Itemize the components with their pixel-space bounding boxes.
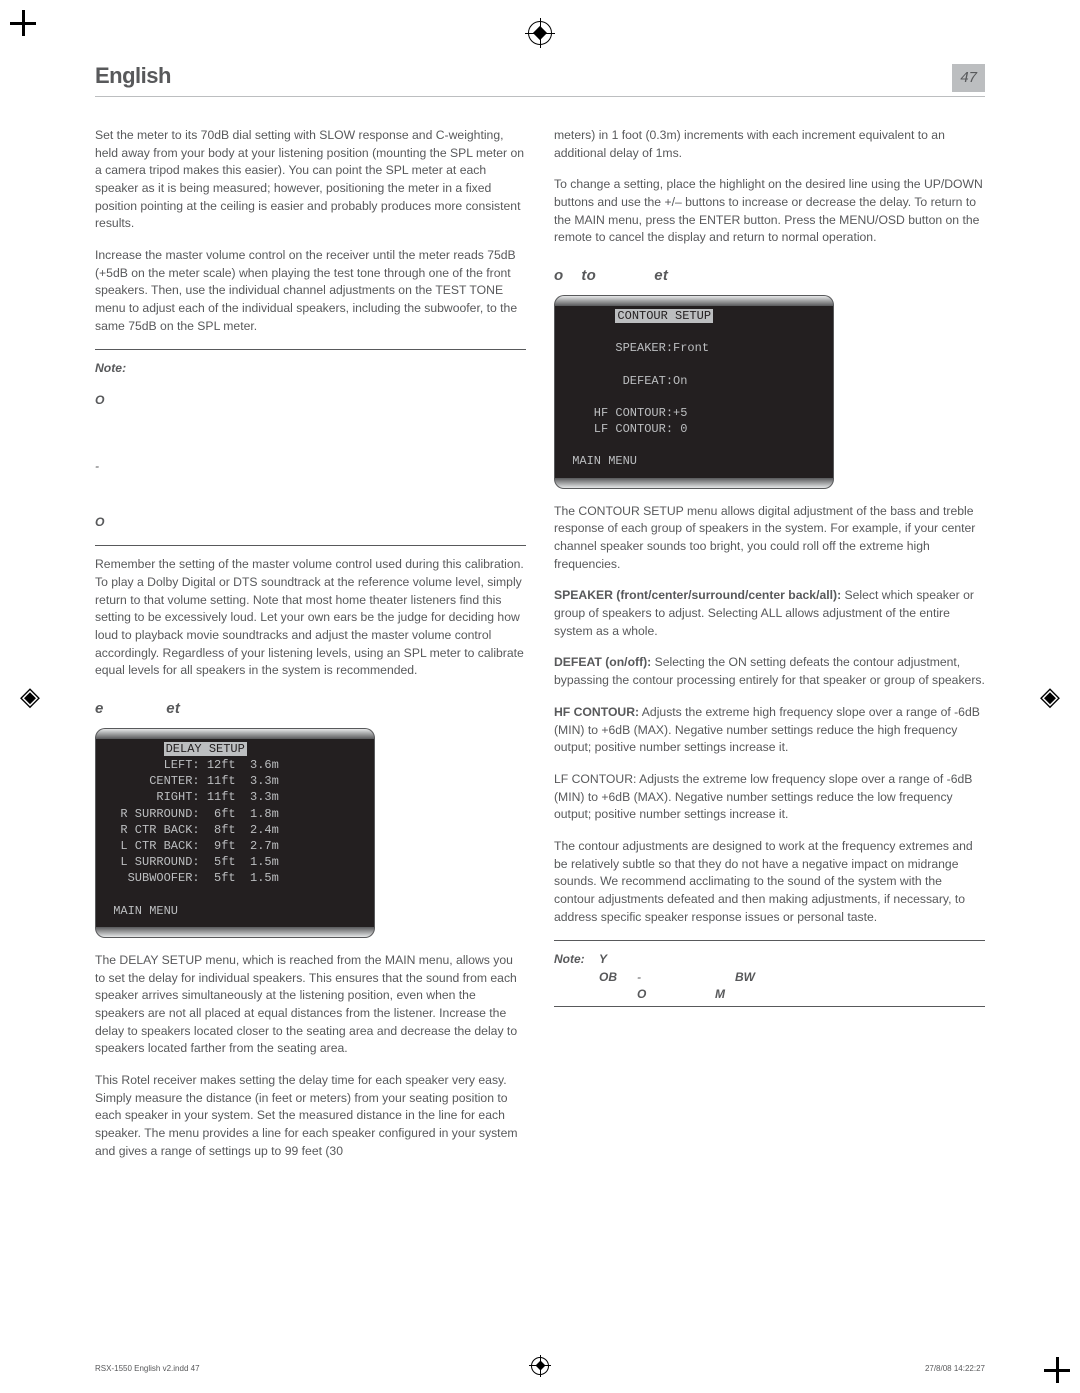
page-number: 47 (952, 64, 985, 92)
body-text: This Rotel receiver makes setting the de… (95, 1072, 526, 1160)
left-column: Set the meter to its 70dB dial setting w… (95, 127, 526, 1175)
header-rule (95, 96, 985, 97)
note-table: Note: Y OB - BW O M (554, 951, 985, 1003)
section-heading: e et (95, 698, 526, 720)
note-content: - (95, 458, 526, 476)
footer-timestamp: 27/8/08 14:22:27 (925, 1363, 985, 1375)
body-text: Remember the setting of the master volum… (95, 556, 526, 680)
delay-setup-screen: DELAY SETUP LEFT: 12ft 3.6m CENTER: 11ft… (95, 728, 375, 938)
rule (554, 940, 985, 941)
rule (95, 349, 526, 350)
body-text: HF CONTOUR: Adjusts the extreme high fre… (554, 704, 985, 757)
note-label: Note: (95, 361, 126, 375)
print-mark-bottom (531, 1357, 549, 1375)
page-title: English (95, 60, 171, 92)
body-text: SPEAKER (front/center/surround/center ba… (554, 587, 985, 640)
note-content: O (95, 392, 526, 410)
footer-filename: RSX-1550 English v2.indd 47 (95, 1363, 200, 1375)
body-text: The DELAY SETUP menu, which is reached f… (95, 952, 526, 1058)
note-label: Note: (554, 951, 599, 968)
body-text: To change a setting, place the highlight… (554, 176, 985, 247)
body-text: LF CONTOUR: Adjusts the extreme low freq… (554, 771, 985, 824)
rule (554, 1006, 985, 1007)
rule (95, 545, 526, 546)
body-text: The CONTOUR SETUP menu allows digital ad… (554, 503, 985, 574)
contour-setup-screen: CONTOUR SETUP SPEAKER:Front DEFEAT:On HF… (554, 295, 834, 489)
body-text: The contour adjustments are designed to … (554, 838, 985, 926)
right-column: meters) in 1 foot (0.3m) increments with… (554, 127, 985, 1175)
section-heading: o to et (554, 265, 985, 287)
note-content: O (95, 514, 526, 532)
body-text: meters) in 1 foot (0.3m) increments with… (554, 127, 985, 162)
body-text: Set the meter to its 70dB dial setting w… (95, 127, 526, 233)
body-text: DEFEAT (on/off): Selecting the ON settin… (554, 654, 985, 689)
body-text: Increase the master volume control on th… (95, 247, 526, 335)
